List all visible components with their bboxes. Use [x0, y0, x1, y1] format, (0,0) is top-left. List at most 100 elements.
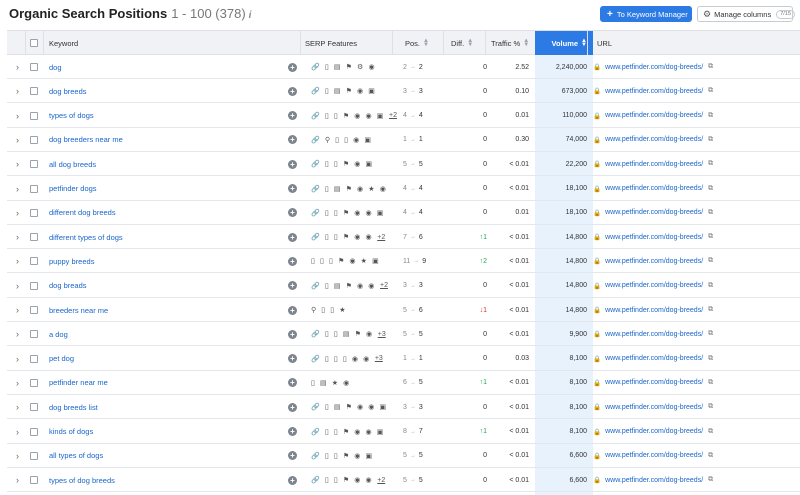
row-checkbox[interactable] [30, 395, 38, 419]
row-checkbox[interactable] [30, 371, 38, 395]
keyword-link[interactable]: petfinder dogs [49, 184, 97, 193]
external-link-icon[interactable]: ⧉ [708, 184, 714, 192]
url-link[interactable]: www.petfinder.com/dog-breeds/ [605, 428, 704, 435]
more-serp-link[interactable]: +2 [380, 282, 388, 290]
add-keyword-button[interactable]: + [288, 371, 297, 395]
sort-icon[interactable]: ▲ ▼ [523, 38, 530, 48]
expand-chevron-icon[interactable]: › [16, 110, 19, 121]
keyword-link[interactable]: types of dogs [49, 111, 94, 121]
expand-chevron-icon[interactable]: › [16, 353, 19, 364]
external-link-icon[interactable]: ⧉ [708, 427, 714, 435]
add-keyword-button[interactable]: + [288, 177, 297, 201]
keyword-link[interactable]: dog breeds list [49, 402, 98, 412]
more-serp-link[interactable]: +2 [377, 476, 386, 484]
url-link[interactable]: www.petfinder.com/dog-breeds/ [605, 209, 704, 217]
keyword-link[interactable]: different types of dogs [49, 232, 123, 242]
external-link-icon[interactable]: ⧉ [708, 111, 714, 119]
url-link[interactable]: www.petfinder.com/dog-breeds/ [605, 160, 704, 168]
keyword-link[interactable]: kinds of dogs [49, 427, 94, 436]
add-keyword-button[interactable]: + [288, 274, 297, 298]
row-checkbox[interactable] [30, 347, 38, 371]
external-link-icon[interactable]: ⧉ [708, 233, 714, 241]
url-link[interactable]: www.petfinder.com/dog-breeds/ [605, 185, 704, 192]
external-link-icon[interactable]: ⧉ [708, 63, 714, 70]
expand-chevron-icon[interactable]: › [16, 280, 19, 291]
external-link-icon[interactable]: ⧉ [708, 208, 714, 216]
expand-chevron-icon[interactable]: › [16, 62, 19, 72]
expand-chevron-icon[interactable]: › [16, 159, 19, 170]
expand-chevron-icon[interactable]: › [16, 329, 19, 340]
expand-chevron-icon[interactable]: › [16, 232, 19, 243]
row-checkbox[interactable] [30, 322, 38, 346]
url-link[interactable]: www.petfinder.com/dog-breeds/ [605, 112, 704, 120]
more-serp-link[interactable]: +2 [389, 112, 397, 120]
expand-chevron-icon[interactable]: › [16, 450, 19, 461]
add-keyword-button[interactable]: + [288, 201, 297, 225]
keyword-link[interactable]: petfinder near me [49, 378, 108, 388]
expand-chevron-icon[interactable]: › [16, 256, 19, 267]
col-difference[interactable]: Diff. ▲ ▼ [451, 31, 473, 55]
url-link[interactable]: www.petfinder.com/dog-breeds/ [605, 136, 704, 144]
add-keyword-button[interactable]: + [288, 420, 297, 444]
add-keyword-button[interactable]: + [288, 249, 297, 273]
row-checkbox[interactable] [30, 55, 38, 79]
row-checkbox[interactable] [30, 298, 38, 322]
col-position[interactable]: Pos. ▲ ▼ [405, 31, 429, 55]
expand-chevron-icon[interactable]: › [16, 183, 19, 194]
add-keyword-button[interactable]: + [288, 322, 297, 346]
expand-chevron-icon[interactable]: › [16, 426, 19, 437]
info-icon[interactable]: i [248, 10, 252, 21]
keyword-link[interactable]: different dog breeds [49, 208, 116, 218]
more-serp-link[interactable]: +3 [377, 330, 386, 338]
more-serp-link[interactable]: +3 [374, 355, 383, 363]
add-keyword-button[interactable]: + [288, 395, 297, 419]
external-link-icon[interactable]: ⧉ [708, 451, 714, 459]
row-checkbox[interactable] [30, 201, 38, 225]
keyword-link[interactable]: puppy breeds [49, 256, 95, 266]
col-volume[interactable]: Volume ▲ ▼ [535, 31, 593, 55]
keyword-link[interactable]: pet dog [49, 354, 75, 364]
select-all-checkbox[interactable] [30, 39, 38, 47]
row-checkbox[interactable] [30, 177, 38, 201]
add-keyword-button[interactable]: + [288, 225, 297, 249]
row-checkbox[interactable] [30, 468, 38, 492]
external-link-icon[interactable]: ⧉ [708, 160, 714, 168]
row-checkbox[interactable] [30, 249, 38, 273]
external-link-icon[interactable]: ⧉ [708, 403, 714, 411]
add-keyword-button[interactable]: + [288, 298, 297, 322]
expand-chevron-icon[interactable]: › [16, 377, 19, 388]
external-link-icon[interactable]: ⧉ [708, 330, 714, 338]
external-link-icon[interactable]: ⧉ [708, 378, 714, 386]
add-keyword-button[interactable]: + [288, 347, 297, 371]
url-link[interactable]: www.petfinder.com/dog-breeds/ [605, 87, 704, 95]
keyword-link[interactable]: a dog [49, 329, 68, 339]
keyword-link[interactable]: dog breeds [49, 86, 87, 96]
url-link[interactable]: www.petfinder.com/dog-breeds/ [605, 330, 704, 338]
url-link[interactable]: www.petfinder.com/dog-breeds/ [605, 306, 704, 314]
row-checkbox[interactable] [30, 225, 38, 249]
url-link[interactable]: www.petfinder.com/dog-breeds/ [605, 233, 704, 241]
external-link-icon[interactable]: ⧉ [708, 476, 714, 484]
expand-chevron-icon[interactable]: › [16, 402, 19, 413]
col-keyword[interactable]: Keyword [49, 38, 79, 48]
row-checkbox[interactable] [30, 444, 38, 468]
external-link-icon[interactable]: ⧉ [708, 306, 714, 313]
sort-icon[interactable]: ▲ ▼ [467, 38, 474, 48]
add-keyword-button[interactable]: + [288, 104, 297, 128]
manage-columns-button[interactable]: ⚙ Manage columns 7/15 [697, 6, 795, 22]
url-link[interactable]: www.petfinder.com/dog-breeds/ [605, 403, 704, 411]
keyword-link[interactable]: dog breads [49, 281, 87, 291]
add-keyword-button[interactable]: + [288, 468, 297, 492]
expand-chevron-icon[interactable]: › [16, 86, 19, 97]
sort-icon[interactable]: ▲ ▼ [581, 38, 587, 48]
row-checkbox[interactable] [30, 79, 38, 103]
url-link[interactable]: www.petfinder.com/dog-breeds/ [605, 355, 704, 363]
keyword-link[interactable]: breeders near me [49, 305, 109, 315]
expand-chevron-icon[interactable]: › [16, 305, 19, 315]
expand-chevron-icon[interactable]: › [16, 475, 19, 486]
row-checkbox[interactable] [30, 420, 38, 444]
add-keyword-button[interactable]: + [288, 55, 297, 79]
external-link-icon[interactable]: ⧉ [708, 354, 714, 362]
add-keyword-button[interactable]: + [288, 444, 297, 468]
external-link-icon[interactable]: ⧉ [708, 135, 714, 143]
